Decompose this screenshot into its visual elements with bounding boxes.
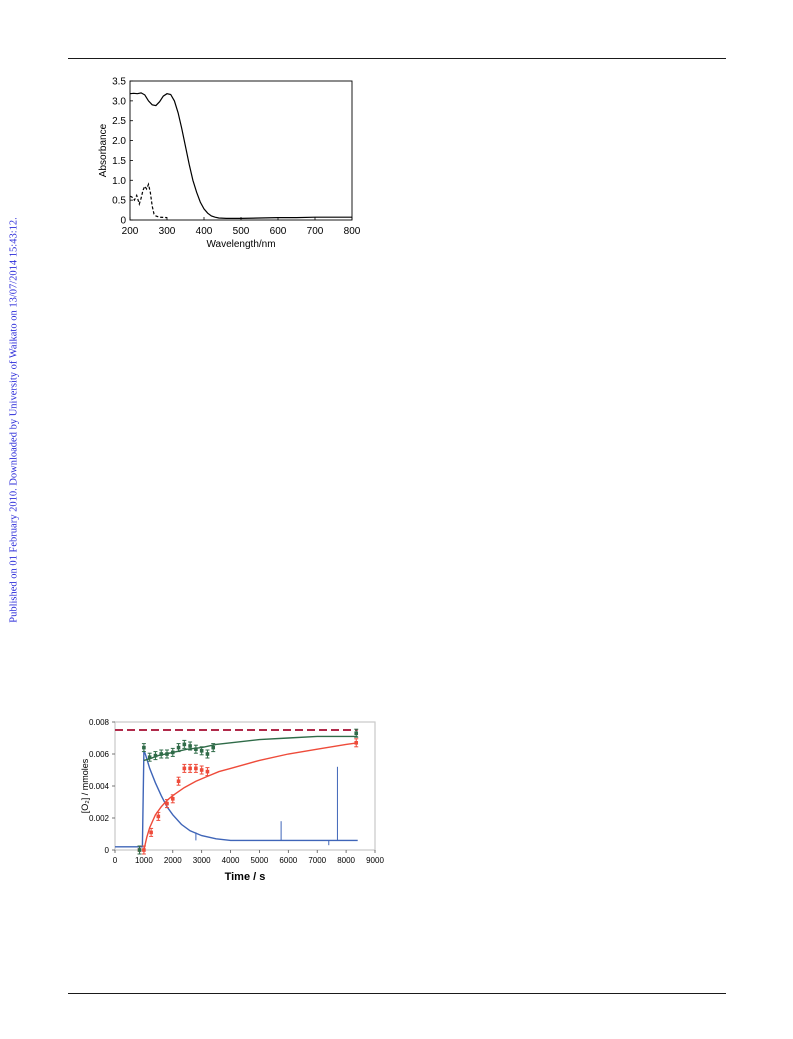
download-notice-text: Published on 01 February 2010. Downloade… <box>8 217 20 623</box>
y-tick-label: 0.006 <box>89 750 110 759</box>
y-axis-title: [O₂] / mmoles <box>80 758 90 813</box>
green-data-point <box>182 739 187 749</box>
y-tick-label: 0.004 <box>89 782 110 791</box>
data-marker <box>165 752 169 756</box>
x-tick-label: 4000 <box>222 856 240 865</box>
y-tick-label: 0 <box>105 846 110 855</box>
data-marker <box>194 766 198 771</box>
y-tick-label: 2.5 <box>112 116 126 127</box>
green-data-point <box>193 744 198 754</box>
data-marker <box>182 766 187 771</box>
data-marker <box>176 745 181 750</box>
x-tick-label: 1000 <box>135 856 153 865</box>
green-data-point <box>188 741 193 751</box>
data-marker <box>182 742 187 747</box>
green-data-point <box>354 728 359 738</box>
red-data-point <box>141 845 146 855</box>
data-marker <box>199 749 204 753</box>
x-tick-label: 0 <box>113 856 118 865</box>
data-marker <box>156 814 161 819</box>
green-data-point <box>176 743 181 753</box>
x-axis-title: Time / s <box>225 871 266 883</box>
data-marker <box>194 747 198 751</box>
data-marker <box>188 744 192 748</box>
y-tick-label: 0.5 <box>112 196 126 207</box>
x-tick-label: 6000 <box>279 856 297 865</box>
data-marker <box>142 745 146 750</box>
red-data-point <box>354 738 359 748</box>
data-marker <box>165 801 169 806</box>
x-tick-label: 200 <box>122 226 139 237</box>
solid-spectrum-line <box>129 92 352 219</box>
green-data-point <box>141 743 146 753</box>
x-tick-label: 9000 <box>366 856 384 865</box>
red-data-point <box>170 794 175 804</box>
x-tick-label: 800 <box>344 226 361 237</box>
dashed-spectrum-line <box>129 182 168 219</box>
green-fit-curve <box>143 735 358 762</box>
red-data-point <box>199 765 204 775</box>
y-axis-title: Absorbance <box>98 123 109 177</box>
data-marker <box>159 752 164 756</box>
data-marker <box>205 769 210 774</box>
x-tick-label: 400 <box>196 226 213 237</box>
absorbance-spectrum-chart: 200 300 400 500 600 700 800 0 0.5 1.0 1.5 2.0 2.5 3.0… <box>98 77 361 251</box>
data-marker <box>147 755 152 759</box>
data-marker <box>199 768 204 772</box>
data-marker <box>354 741 359 745</box>
x-tick-label: 700 <box>307 226 324 237</box>
red-data-point <box>156 811 161 821</box>
green-data-point <box>147 752 152 762</box>
data-marker <box>188 766 192 771</box>
footer-rule <box>68 993 726 994</box>
red-data-point <box>176 776 181 786</box>
x-axis-title: Wavelength/nm <box>206 239 275 250</box>
data-marker <box>211 745 216 750</box>
green-data-point <box>153 751 158 761</box>
data-marker <box>354 731 359 735</box>
data-marker <box>170 750 175 755</box>
y-tick-label: 3.5 <box>112 77 126 88</box>
data-marker <box>137 848 142 852</box>
red-fit-curve <box>143 742 358 851</box>
oxygen-evolution-chart: 0 1000 2000 3000 4000 5000 6000 7000 8000 9000 0 0.… <box>80 718 384 883</box>
data-marker <box>142 848 146 852</box>
green-data-point <box>159 749 164 759</box>
red-data-point <box>182 763 187 773</box>
plot-frame <box>129 80 353 221</box>
x-tick-label: 300 <box>159 226 176 237</box>
red-data-point <box>205 767 210 777</box>
data-marker <box>205 752 210 756</box>
green-data-point <box>205 749 210 759</box>
green-data-point <box>170 747 175 757</box>
x-tick-label: 8000 <box>337 856 355 865</box>
green-data-point <box>137 845 142 855</box>
green-data-point <box>211 743 216 753</box>
y-tick-label: 1.0 <box>112 176 126 187</box>
red-data-point <box>193 763 198 773</box>
y-tick-label: 1.5 <box>112 156 126 167</box>
green-data-point <box>199 746 204 756</box>
blue-trace-line <box>115 750 358 848</box>
x-tick-label: 5000 <box>251 856 269 865</box>
red-data-point <box>149 827 154 837</box>
header-rule <box>68 58 726 59</box>
data-marker <box>176 779 181 783</box>
y-tick-label: 3.0 <box>112 96 126 107</box>
green-data-point <box>165 749 169 759</box>
red-data-point <box>165 799 169 809</box>
y-tick-label: 2.0 <box>112 136 126 147</box>
y-tick-label: 0.008 <box>89 718 110 727</box>
y-tick-label: 0 <box>120 216 126 227</box>
x-tick-label: 600 <box>270 226 287 237</box>
data-marker <box>149 830 153 835</box>
x-tick-label: 3000 <box>193 856 211 865</box>
y-tick-label: 0.002 <box>89 814 110 823</box>
data-marker <box>153 753 158 758</box>
red-data-point <box>188 763 193 773</box>
x-tick-label: 7000 <box>308 856 326 865</box>
x-tick-label: 2000 <box>164 856 182 865</box>
data-marker <box>170 797 175 801</box>
x-tick-label: 500 <box>233 226 250 237</box>
